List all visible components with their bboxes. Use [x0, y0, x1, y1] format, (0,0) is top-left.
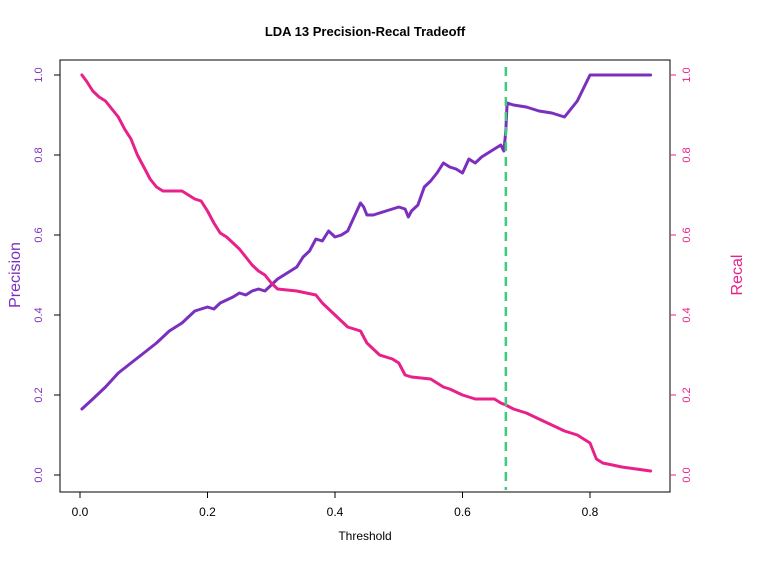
left-y-axis-label: Precision [7, 242, 24, 308]
left-y-tick-label: 0.2 [33, 387, 45, 402]
chart-title: LDA 13 Precision-Recal Tradeoff [265, 24, 466, 39]
precision-line [80, 73, 653, 411]
left-y-axis: 0.0 0.2 0.4 0.6 0.8 1.0 [33, 67, 60, 483]
left-y-tick-label: 0.4 [33, 307, 45, 322]
right-y-tick-label: 0.6 [681, 227, 693, 242]
right-y-tick-label: 0.8 [681, 147, 693, 162]
right-y-axis-label: Recal [729, 255, 746, 296]
right-y-axis: 0.0 0.2 0.4 0.6 0.8 1.0 [670, 67, 693, 483]
right-y-tick-label: 0.0 [681, 467, 693, 482]
series-layer [80, 73, 653, 473]
right-y-tick-label: 0.4 [681, 307, 693, 322]
left-y-tick-label: 0.8 [33, 147, 45, 162]
x-axis: 0.0 0.2 0.4 0.6 0.8 [72, 492, 599, 519]
x-tick-label: 0.6 [454, 505, 471, 519]
recall-line [80, 73, 653, 473]
plot-frame [59, 59, 671, 493]
left-y-tick-label: 1.0 [33, 67, 45, 82]
left-y-tick-label: 0.6 [33, 227, 45, 242]
x-axis-label: Threshold [338, 529, 391, 543]
right-y-tick-label: 1.0 [681, 67, 693, 82]
right-y-tick-label: 0.2 [681, 387, 693, 402]
x-tick-label: 0.0 [72, 505, 89, 519]
x-tick-label: 0.2 [199, 505, 216, 519]
left-y-tick-label: 0.0 [33, 467, 45, 482]
x-tick-label: 0.4 [327, 505, 344, 519]
x-tick-label: 0.8 [582, 505, 599, 519]
